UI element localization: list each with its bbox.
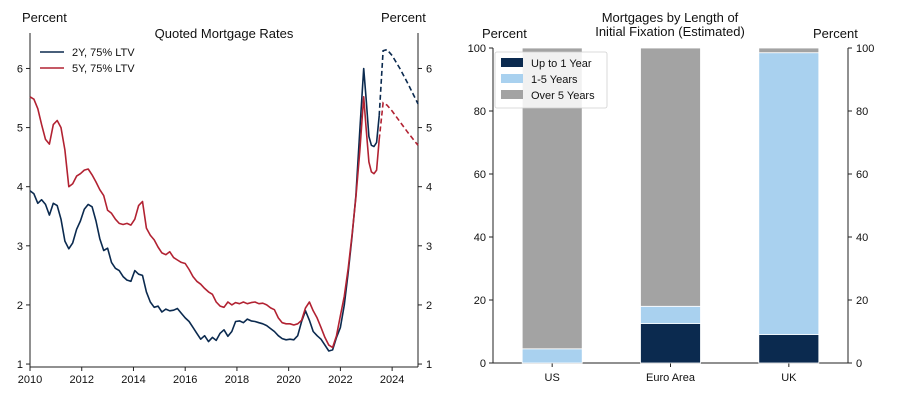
chart-title-line-1: Mortgages by Length of [602, 10, 739, 25]
legend-label: 2Y, 75% LTV [72, 47, 135, 59]
bar-segment [640, 323, 701, 364]
y-tick-label-right: 2 [426, 300, 432, 312]
legend-swatch [501, 74, 523, 83]
legend: 2Y, 75% LTV 5Y, 75% LTV [40, 47, 135, 75]
y-tick-label-left: 2 [17, 300, 23, 312]
y-tick-label-left: 6 [17, 63, 23, 75]
x-tick-label: 2020 [276, 374, 300, 386]
x-tick-label: 2016 [173, 374, 197, 386]
right-unit-label: Percent [381, 10, 426, 25]
legend-label: Over 5 Years [531, 90, 595, 102]
bar-chart-mortgage-fixation: Percent Percent Mortgages by Length of I… [468, 10, 875, 384]
axes: 1 1 2 2 3 3 4 4 5 5 6 6 2010 2012 2014 2016 2018 2020 2022… [17, 33, 432, 386]
y-tick-label-right: 6 [426, 63, 432, 75]
y-tick-label-left: 80 [474, 106, 486, 118]
x-tick-label: UK [781, 372, 797, 384]
y-tick-label-right: 80 [856, 106, 868, 118]
bar-segment [521, 348, 583, 364]
y-tick-label-left: 1 [17, 359, 23, 371]
y-tick-label-right: 1 [426, 359, 432, 371]
legend-label: 1-5 Years [531, 74, 578, 86]
x-tick-label: US [545, 372, 560, 384]
legend: Up to 1 Year 1-5 Years Over 5 Years [494, 51, 608, 109]
y-tick-label-left: 20 [474, 295, 486, 307]
y-tick-label-left: 0 [480, 358, 486, 370]
bar-segment [758, 52, 820, 335]
bars [521, 47, 820, 364]
legend-label: 5Y, 75% LTV [72, 63, 135, 75]
chart-title-line-2: Initial Fixation (Estimated) [595, 24, 745, 39]
series-line-2y [29, 67, 380, 352]
y-tick-label-left: 3 [17, 241, 23, 253]
right-unit-label: Percent [813, 26, 858, 41]
y-tick-label-right: 40 [856, 232, 868, 244]
y-tick-label-left: 40 [474, 232, 486, 244]
bar-segment [758, 47, 820, 54]
x-tick-label: 2018 [225, 374, 249, 386]
y-tick-label-left: 100 [468, 43, 486, 55]
x-tick-label: 2010 [18, 374, 42, 386]
y-tick-label-right: 5 [426, 123, 432, 135]
x-tick-label: 2024 [380, 374, 404, 386]
y-tick-label-right: 0 [856, 358, 862, 370]
bar-segment [640, 47, 701, 307]
y-tick-label-left: 5 [17, 123, 23, 135]
left-unit-label: Percent [22, 10, 67, 25]
chart-title: Quoted Mortgage Rates [155, 26, 294, 41]
legend-swatch [501, 58, 523, 67]
y-tick-label-right: 100 [856, 43, 874, 55]
x-tick-label: Euro Area [646, 372, 696, 384]
projection-line-5y [378, 101, 419, 146]
y-tick-label-right: 3 [426, 241, 432, 253]
y-tick-label-right: 20 [856, 295, 868, 307]
left-unit-label: Percent [482, 26, 527, 41]
y-tick-label-left: 60 [474, 169, 486, 181]
bar-segment [758, 334, 820, 364]
y-tick-label-left: 4 [17, 182, 23, 194]
series-lines [29, 48, 419, 352]
projection-line-2y [378, 48, 419, 116]
bar-segment [640, 305, 701, 324]
x-tick-label: 2022 [328, 374, 352, 386]
x-tick-label: 2014 [121, 374, 145, 386]
x-tick-label: 2012 [69, 374, 93, 386]
axes: 0 0 20 20 40 40 60 60 80 80 100 100 US Euro Area UK [468, 43, 875, 384]
legend-swatch [501, 90, 523, 99]
legend-label: Up to 1 Year [531, 58, 592, 70]
y-tick-label-right: 60 [856, 169, 868, 181]
y-tick-label-right: 4 [426, 182, 432, 194]
series-line-5y [29, 96, 380, 349]
